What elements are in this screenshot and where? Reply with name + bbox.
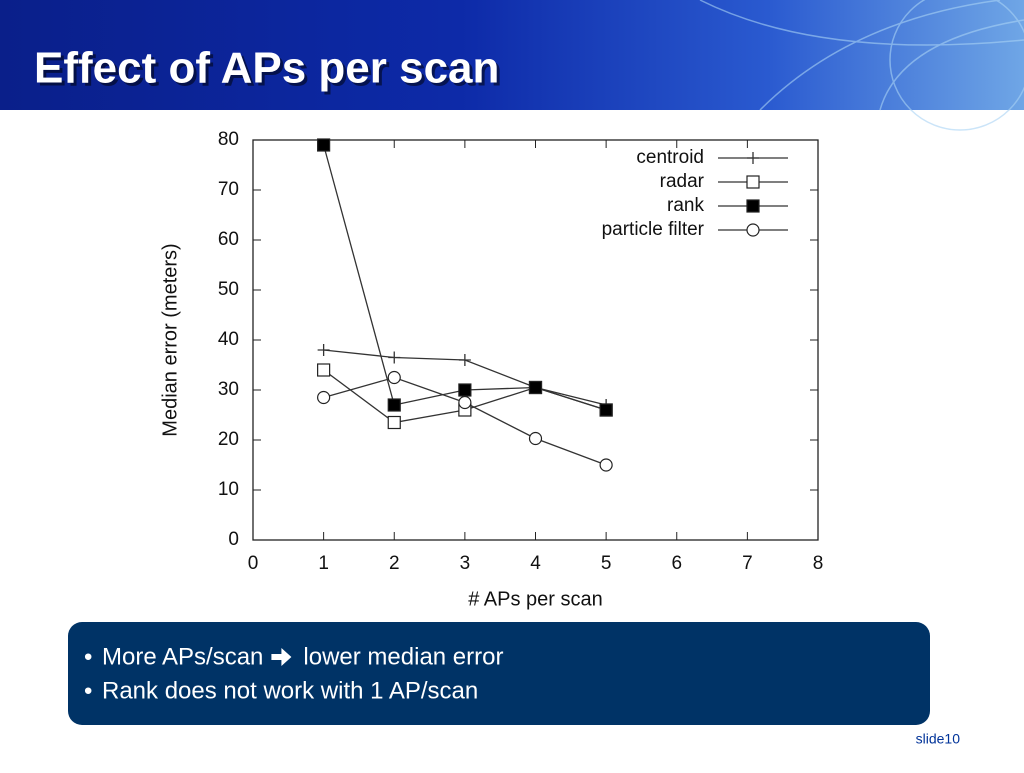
slide-title: Effect of APs per scan bbox=[34, 44, 499, 93]
y-tick-label: 30 bbox=[218, 379, 239, 400]
y-tick-label: 0 bbox=[228, 529, 239, 550]
x-axis-label: # APs per scan bbox=[468, 588, 603, 610]
marker bbox=[458, 383, 472, 397]
marker bbox=[458, 395, 472, 410]
callout-box bbox=[68, 622, 930, 725]
legend-marker bbox=[747, 152, 759, 164]
marker bbox=[317, 390, 331, 405]
y-tick-label: 50 bbox=[218, 279, 239, 300]
marker bbox=[388, 351, 401, 364]
x-tick-label: 7 bbox=[742, 553, 753, 574]
legend-marker bbox=[746, 175, 760, 189]
legend-label: particle filter bbox=[602, 219, 705, 240]
bullet-dot: • bbox=[84, 643, 92, 670]
marker bbox=[317, 138, 331, 152]
slide-number: slide10 bbox=[916, 731, 961, 747]
y-axis-label: Median error (meters) bbox=[159, 243, 181, 436]
marker bbox=[387, 415, 401, 430]
legend-marker bbox=[746, 199, 760, 213]
marker bbox=[599, 403, 613, 417]
arrow-icon bbox=[271, 648, 292, 666]
y-tick-label: 20 bbox=[218, 429, 239, 450]
marker bbox=[528, 380, 543, 395]
y-tick-label: 80 bbox=[218, 129, 239, 150]
x-tick-label: 5 bbox=[601, 553, 612, 574]
y-tick-label: 10 bbox=[218, 479, 239, 500]
x-tick-label: 1 bbox=[318, 553, 329, 574]
marker bbox=[528, 431, 543, 446]
marker bbox=[599, 458, 613, 472]
y-tick-label: 40 bbox=[218, 329, 239, 350]
x-tick-label: 2 bbox=[389, 553, 400, 574]
marker bbox=[458, 354, 471, 366]
chart-panel bbox=[145, 110, 857, 615]
x-tick-label: 3 bbox=[460, 553, 471, 574]
bullet-text: lower median error bbox=[303, 643, 503, 670]
marker bbox=[317, 363, 331, 377]
marker bbox=[387, 398, 401, 412]
header-band bbox=[0, 0, 1024, 110]
chart: 0 10 20 30 40 50 60 70 80 0 1 2 3 4 5 6 7 8 # APs per scan… bbox=[159, 129, 823, 610]
title-shadow: Effect of APs per scan bbox=[37, 47, 502, 96]
bullet-dot: • bbox=[84, 677, 92, 704]
legend-label: rank bbox=[667, 195, 704, 216]
bullet-text: More APs/scan bbox=[102, 643, 263, 670]
x-tick-label: 6 bbox=[671, 553, 682, 574]
x-tick-label: 8 bbox=[813, 553, 824, 574]
y-tick-label: 60 bbox=[218, 229, 239, 250]
marker bbox=[317, 344, 330, 356]
marker bbox=[387, 370, 401, 385]
x-tick-label: 0 bbox=[248, 553, 259, 574]
legend-label: centroid bbox=[636, 147, 704, 168]
bullet-text: Rank does not work with 1 AP/scan bbox=[102, 677, 478, 704]
y-tick-label: 70 bbox=[218, 179, 239, 200]
x-tick-label: 4 bbox=[530, 553, 541, 574]
legend-marker bbox=[746, 223, 760, 237]
legend-label: radar bbox=[660, 171, 705, 192]
header-decoration bbox=[699, 0, 1024, 131]
